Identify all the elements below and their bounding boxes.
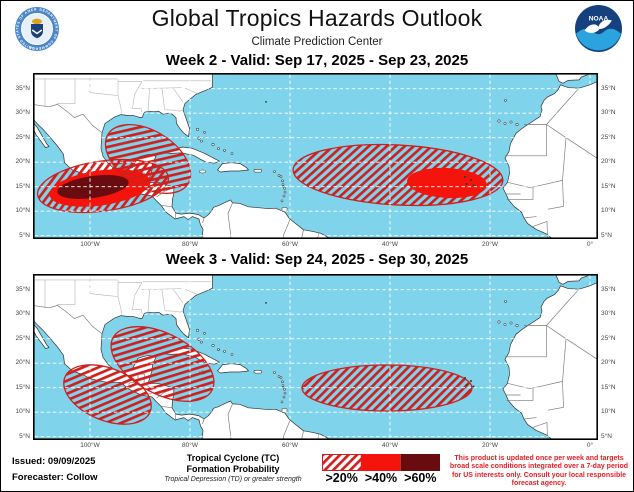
lat-tick-label-right: 20°N <box>601 158 616 166</box>
lat-tick-label-left: 10°N <box>15 408 30 416</box>
week2-map <box>33 73 598 239</box>
lon-tick-label: 40°W <box>382 442 398 449</box>
week2-map-panel: 35°N 35°N 30°N 30°N 25°N 25°N 20°N 20°N 15°N 15°N… <box>15 73 616 248</box>
lat-tick-label-left: 30°N <box>15 310 30 318</box>
legend-label-gt60: >60% <box>404 471 437 485</box>
lon-tick-label: 20°W <box>482 442 498 449</box>
lat-tick-label-left: 5°N <box>19 231 30 239</box>
forecaster-name: Collow <box>66 472 98 483</box>
hazard-epac-hatched-gt20 <box>63 364 152 425</box>
lon-tick-label: 80°W <box>182 442 198 449</box>
week3-hazard-regions <box>63 326 473 425</box>
lat-tick-label-right: 10°N <box>601 207 616 215</box>
lat-tick-label-right: 35°N <box>601 84 616 92</box>
week2-hazard-regions <box>36 123 504 214</box>
issued-date: 09/09/2025 <box>47 456 96 467</box>
hazard-atlantic-hatched-gt20 <box>301 364 473 412</box>
lat-tick-label-right: 35°N <box>601 285 616 293</box>
legend-label-gt40: >40% <box>364 471 398 485</box>
map-frame <box>33 73 598 239</box>
hazard-atlantic-solid-gt40 <box>407 167 487 199</box>
lat-tick-label-left: 20°N <box>15 359 30 367</box>
hazard-epac-dark-gt60 <box>57 175 129 199</box>
week2-title: Week 2 - Valid: Sep 17, 2025 - Sep 23, 2… <box>165 52 469 69</box>
page-subtitle: Climate Prediction Center <box>251 36 383 48</box>
lon-tick-label: 40°W <box>382 241 398 248</box>
disclaimer-text: This product is updated once per week an… <box>449 455 629 488</box>
lat-tick-label-left: 20°N <box>15 158 30 166</box>
lon-tick-label: 100°W <box>80 241 100 248</box>
week3-map <box>33 274 598 440</box>
lat-tick-label-left: 15°N <box>15 182 30 190</box>
lat-tick-label-left: 35°N <box>15 84 30 92</box>
lon-tick-label: 60°W <box>282 241 298 248</box>
lat-tick-label-right: 25°N <box>601 334 616 342</box>
noaa-logo-text: NOAA <box>589 15 609 22</box>
week3-map-panel: 35°N 35°N 30°N 30°N 25°N 25°N 20°N 20°N 15°N 15°N… <box>15 274 616 449</box>
lat-tick-label-right: 20°N <box>601 359 616 367</box>
lat-tick-label-right: 5°N <box>601 432 612 440</box>
issued-label: Issued: <box>12 456 46 467</box>
legend-label-gt20: >20% <box>325 471 358 485</box>
legend-title-line2: Formation Probability <box>186 464 280 474</box>
page-title: Global Tropics Hazards Outlook <box>151 5 483 31</box>
lat-tick-label-right: 15°N <box>601 182 616 190</box>
lat-tick-label-right: 5°N <box>601 231 612 239</box>
lon-tick-label: 100°W <box>80 442 100 449</box>
issued-block: Issued: 09/09/2025 Forecaster: Collow <box>12 454 98 486</box>
lat-tick-label-right: 10°N <box>601 408 616 416</box>
noaa-logo: NOAA <box>575 5 622 52</box>
doc-seal-eagle-shield <box>31 18 43 39</box>
lat-tick-label-left: 10°N <box>15 207 30 215</box>
lon-tick-label: 60°W <box>282 442 298 449</box>
lon-tick-label: 0° <box>586 241 594 248</box>
lat-tick-label-right: 30°N <box>601 310 616 318</box>
lat-tick-label-right: 25°N <box>601 133 616 141</box>
lon-tick-label: 0° <box>586 442 594 449</box>
lon-tick-label: 80°W <box>182 241 198 248</box>
legend-swatch-dark-red <box>400 454 440 471</box>
legend-labels: >20% >40% >60% <box>322 471 440 485</box>
lat-tick-label-left: 5°N <box>19 432 30 440</box>
legend-title-block: Tropical Cyclone (TC) Formation Probabil… <box>158 453 308 485</box>
lat-tick-label-right: 30°N <box>601 109 616 117</box>
lat-tick-label-left: 25°N <box>15 133 30 141</box>
header: DEPARTMENT OF COMMERCE UNITED STATES OF … <box>0 0 634 60</box>
forecaster-label: Forecaster: <box>12 472 64 483</box>
legend-swatch-solid-red <box>361 454 401 471</box>
lat-tick-label-left: 15°N <box>15 383 30 391</box>
hazard-gulf-cuba-hatched-gt20 <box>110 326 215 402</box>
lat-tick-label-left: 35°N <box>15 285 30 293</box>
legend-swatches <box>322 454 440 471</box>
week3-title: Week 3 - Valid: Sep 24, 2025 - Sep 30, 2… <box>165 251 469 268</box>
lat-tick-label-right: 15°N <box>601 383 616 391</box>
hazard-gulf-hatched-gt20 <box>104 123 192 195</box>
lat-tick-label-left: 25°N <box>15 334 30 342</box>
map-frame <box>33 274 598 440</box>
legend-subtitle: Tropical Depression (TD) or greater stre… <box>164 476 302 483</box>
doc-seal-logo: DEPARTMENT OF COMMERCE UNITED STATES OF … <box>14 6 60 52</box>
lat-tick-label-left: 30°N <box>15 109 30 117</box>
legend-title-line1: Tropical Cyclone (TC) <box>186 453 280 463</box>
lon-tick-label: 20°W <box>482 241 498 248</box>
